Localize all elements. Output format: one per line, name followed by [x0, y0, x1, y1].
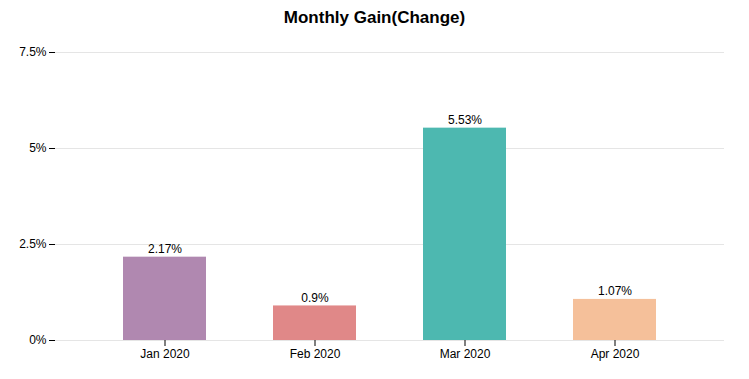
- svg-text:0%: 0%: [29, 333, 47, 347]
- svg-text:Feb 2020: Feb 2020: [290, 347, 341, 361]
- svg-text:1.07%: 1.07%: [598, 284, 632, 298]
- svg-text:Mar 2020: Mar 2020: [440, 347, 491, 361]
- svg-text:2.5%: 2.5%: [19, 237, 47, 251]
- svg-text:0.9%: 0.9%: [301, 291, 329, 305]
- svg-text:2.17%: 2.17%: [148, 242, 182, 256]
- html-text:Monthly Gain(Change): Monthly Gain(Change): [283, 8, 466, 27]
- svg-text:Apr 2020: Apr 2020: [591, 347, 640, 361]
- svg-text:5%: 5%: [29, 141, 47, 155]
- svg-text:5.53%: 5.53%: [448, 113, 482, 127]
- svg-text:7.5%: 7.5%: [19, 45, 47, 59]
- svg-text:Jan 2020: Jan 2020: [140, 347, 190, 361]
